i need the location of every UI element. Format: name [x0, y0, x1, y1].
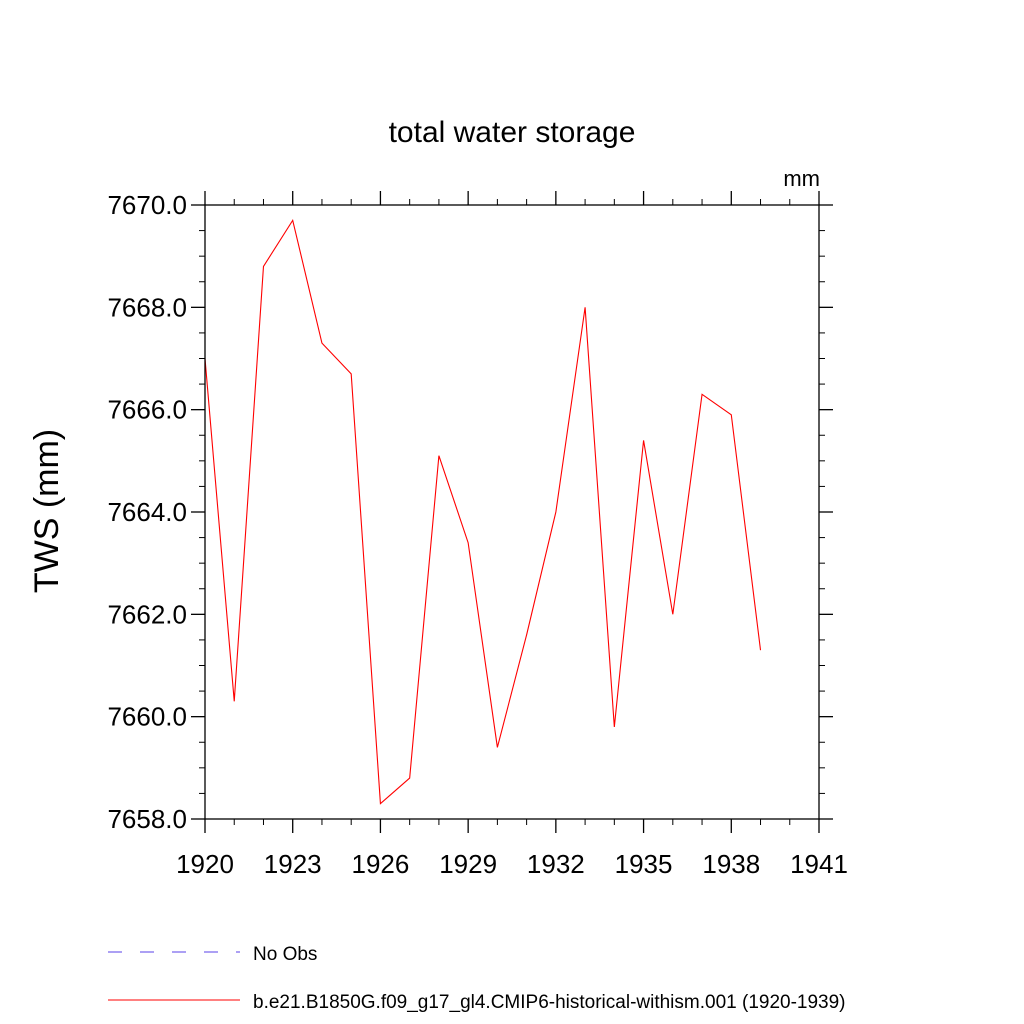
series-line-1	[204, 218, 762, 805]
y-tick-label: 7670.0	[107, 190, 187, 220]
x-tick-label: 1941	[790, 849, 848, 879]
x-tick-label: 1935	[615, 849, 673, 879]
x-axis-ticks	[204, 191, 820, 833]
legend-label-no-obs: No Obs	[253, 944, 317, 965]
x-tick-label: 1920	[176, 849, 234, 879]
y-tick-label: 7662.0	[107, 599, 187, 629]
x-tick-label: 1938	[702, 849, 760, 879]
plot-area-frame	[204, 204, 820, 820]
legend-item-model-run: b.e21.B1850G.f09_g17_gl4.CMIP6-historica…	[108, 992, 846, 1013]
y-tick-label: 7668.0	[107, 292, 187, 322]
y-axis-tick-labels: 7658.0 7660.0 7662.0 7664.0 7666.0 7668.0 7670…	[107, 190, 187, 834]
y-tick-label: 7664.0	[107, 497, 187, 527]
y-tick-label: 7666.0	[107, 395, 187, 425]
y-axis-ticks	[191, 204, 833, 820]
x-tick-label: 1932	[527, 849, 585, 879]
legend-item-no-obs: No Obs	[108, 944, 317, 965]
x-axis-tick-labels: 1920 1923 1926 1929 1932 1935 1938 1941	[176, 849, 848, 879]
x-tick-label: 1923	[264, 849, 322, 879]
series-layer	[204, 218, 762, 805]
chart-title: total water storage	[389, 116, 636, 149]
x-tick-label: 1929	[439, 849, 497, 879]
y-tick-label: 7658.0	[107, 804, 187, 834]
y-axis-label: TWS (mm)	[28, 429, 66, 593]
legend: No Obs b.e21.B1850G.f09_g17_gl4.CMIP6-hi…	[108, 944, 846, 1013]
legend-label-model-run: b.e21.B1850G.f09_g17_gl4.CMIP6-historica…	[253, 992, 846, 1013]
x-tick-label: 1926	[352, 849, 410, 879]
y-tick-label: 7660.0	[107, 702, 187, 732]
units-label: mm	[783, 166, 820, 191]
